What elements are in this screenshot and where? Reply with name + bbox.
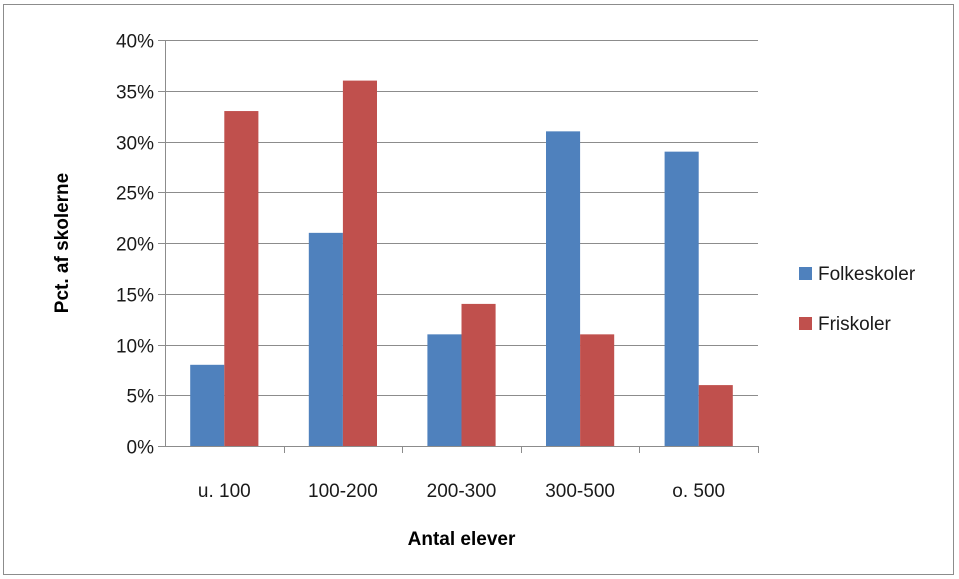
bar-folkeskoler-0 [190,364,225,446]
y-tick-label: 25% [116,184,154,205]
x-tick-label: 100-200 [308,481,378,502]
y-tick-label: 20% [116,235,154,256]
bar-friskoler-4 [698,385,733,446]
y-tick-label: 15% [116,286,154,307]
legend-swatch-friskoler [799,317,812,330]
x-tick-label: o. 500 [672,481,725,502]
bar-folkeskoler-4 [664,151,699,446]
y-tick-label: 5% [127,387,155,408]
legend: Folkeskoler Friskoler [799,264,916,335]
y-tick-label: 40% [116,32,154,53]
y-axis-title: Pct. af skolerne [52,173,73,313]
legend-label-folkeskoler: Folkeskoler [818,264,916,285]
y-tick-label: 10% [116,337,154,358]
legend-swatch-folkeskoler [799,267,812,280]
legend-label-friskoler: Friskoler [818,314,892,335]
y-tick-label: 35% [116,83,154,104]
chart-frame [3,4,954,575]
bar-friskoler-2 [461,303,496,446]
x-tick-labels: u. 100 100-200 200-300 300-500 o. 500 [198,481,725,502]
bar-friskoler-0 [224,111,259,447]
bar-folkeskoler-2 [427,334,462,446]
x-axis-title: Antal elever [408,529,516,550]
bar-friskoler-3 [580,334,615,446]
y-tick-label: 30% [116,134,154,155]
x-tick-label: u. 100 [198,481,251,502]
y-tick-label: 0% [127,438,155,459]
bar-friskoler-1 [342,80,377,446]
bar-folkeskoler-1 [308,232,343,446]
y-tick-labels: 0% 5% 10% 15% 20% 25% 30% 35% 40% [116,32,154,459]
gridlines [165,40,758,396]
x-tick-label: 200-300 [427,481,497,502]
axes [158,40,759,453]
bar-folkeskoler-3 [546,131,581,446]
bars [190,80,733,447]
x-tick-label: 300-500 [545,481,615,502]
